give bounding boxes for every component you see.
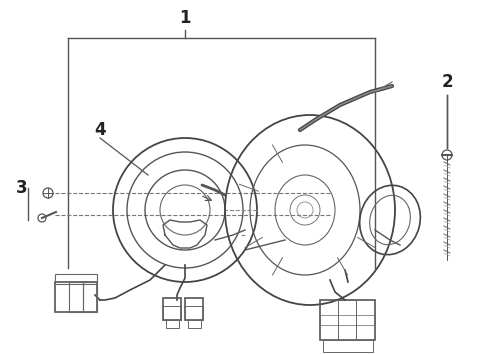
Bar [320,300,375,340]
Text: 1: 1 [179,9,191,27]
Bar [338,300,356,340]
Text: 3: 3 [16,179,28,197]
Bar [163,298,181,320]
Bar [55,274,97,284]
Bar [323,340,373,352]
Bar [320,315,375,325]
Text: 2: 2 [441,73,453,91]
Bar [166,320,179,328]
Bar [163,306,181,320]
Bar [185,306,203,320]
Text: 4: 4 [94,121,106,139]
Bar [55,282,97,312]
Bar [69,282,83,312]
Bar [185,298,203,320]
Bar [188,320,201,328]
Bar [83,282,97,312]
